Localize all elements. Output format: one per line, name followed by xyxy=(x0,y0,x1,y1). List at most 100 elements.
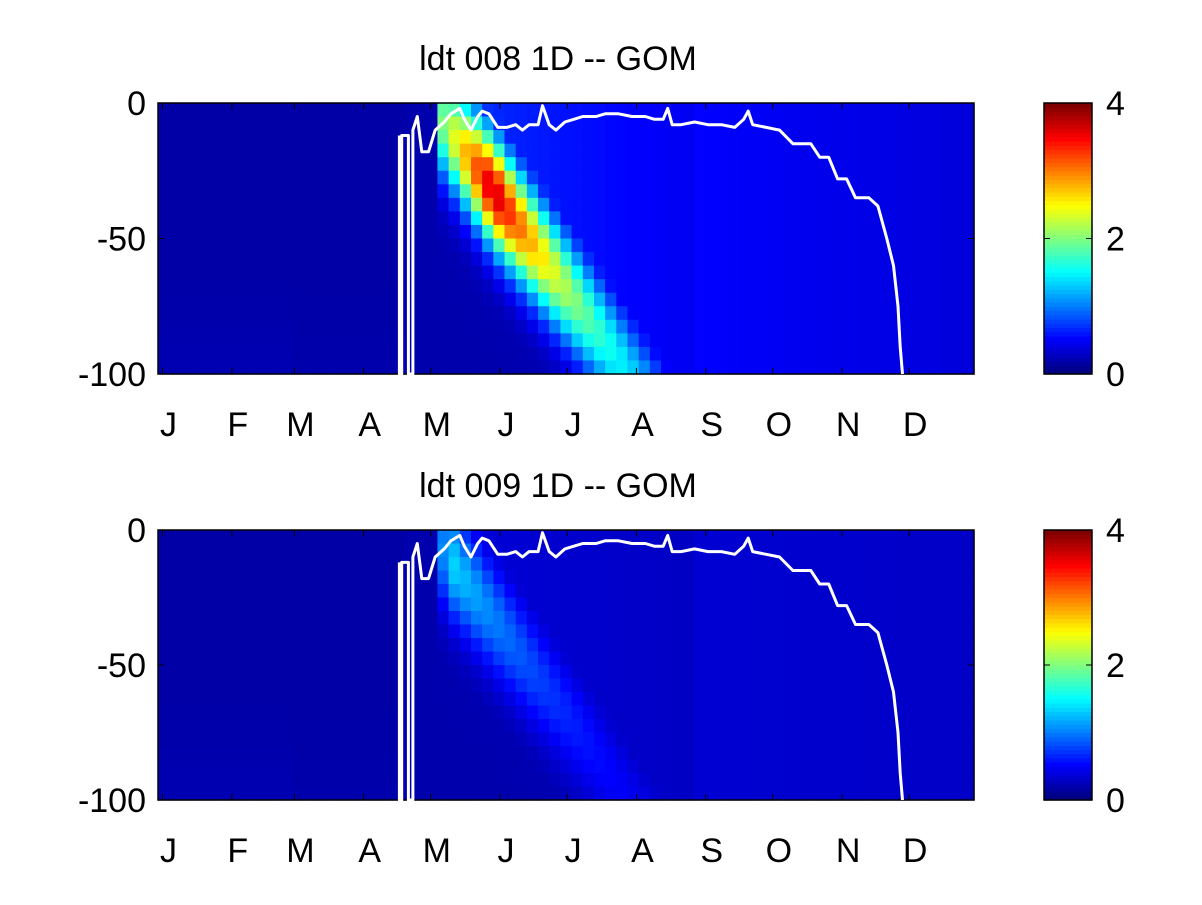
heatmap-cell xyxy=(158,211,170,226)
heatmap-cell xyxy=(381,306,394,321)
heatmap-cell xyxy=(940,651,953,666)
heatmap-cell xyxy=(292,170,304,185)
heatmap-cell xyxy=(940,638,953,653)
colorbar-step xyxy=(1044,285,1092,290)
heatmap-cell xyxy=(851,570,863,585)
heatmap-cell xyxy=(929,103,942,118)
heatmap-cell xyxy=(772,265,785,280)
heatmap-cell xyxy=(951,306,964,321)
heatmap-cell xyxy=(649,597,662,612)
heatmap-cell xyxy=(672,678,684,693)
heatmap-cell xyxy=(862,705,874,720)
heatmap-cell xyxy=(795,665,807,680)
heatmap-cell xyxy=(929,611,942,626)
heatmap-cell xyxy=(292,130,304,145)
heatmap-cell xyxy=(750,333,763,348)
heatmap-cell xyxy=(292,759,304,774)
heatmap-cell xyxy=(739,143,752,158)
colorbar-step xyxy=(1044,103,1092,108)
heatmap-cell xyxy=(828,143,841,158)
heatmap-cell xyxy=(225,678,237,693)
heatmap-cell xyxy=(493,638,506,653)
heatmap-cell xyxy=(225,306,237,321)
heatmap-cell xyxy=(158,306,170,321)
heatmap-cell xyxy=(940,719,953,734)
heatmap-cell xyxy=(783,611,796,626)
heatmap-cell xyxy=(616,692,629,707)
heatmap-cell xyxy=(962,759,975,774)
heatmap-cell xyxy=(459,773,472,788)
heatmap-cell xyxy=(828,103,841,118)
heatmap-cell xyxy=(370,116,383,131)
heatmap-cell xyxy=(918,557,930,572)
heatmap-cell xyxy=(672,719,684,734)
heatmap-cell xyxy=(940,197,953,212)
heatmap-cell xyxy=(381,197,394,212)
heatmap-cell xyxy=(459,759,472,774)
heatmap-cell xyxy=(169,543,181,558)
heatmap-cell xyxy=(795,597,807,612)
heatmap-cell xyxy=(515,130,528,145)
heatmap-cell xyxy=(504,732,517,747)
heatmap-cell xyxy=(806,719,819,734)
heatmap-cell xyxy=(649,719,662,734)
heatmap-cell xyxy=(359,252,371,267)
heatmap-cell xyxy=(616,130,629,145)
heatmap-cell xyxy=(627,732,640,747)
heatmap-cell xyxy=(672,557,684,572)
heatmap-cell xyxy=(851,265,863,280)
heatmap-cell xyxy=(504,292,517,307)
heatmap-cell xyxy=(873,197,886,212)
heatmap-cell xyxy=(191,333,204,348)
heatmap-cell xyxy=(303,611,316,626)
heatmap-cell xyxy=(236,759,249,774)
heatmap-cell xyxy=(526,360,539,375)
x-tick-label: A xyxy=(631,832,654,870)
heatmap-cell xyxy=(571,306,584,321)
heatmap-cell xyxy=(906,557,919,572)
heatmap-cell xyxy=(906,597,919,612)
heatmap-cell xyxy=(739,557,752,572)
heatmap-cell xyxy=(370,292,383,307)
colorbar-step xyxy=(1044,128,1092,134)
heatmap-cell xyxy=(772,624,785,639)
heatmap-cell xyxy=(906,143,919,158)
heatmap-cell xyxy=(225,786,237,801)
heatmap-cell xyxy=(627,211,640,226)
heatmap-cell xyxy=(470,333,483,348)
heatmap-cell xyxy=(806,678,819,693)
heatmap-cell xyxy=(280,705,293,720)
heatmap-cell xyxy=(280,224,293,240)
heatmap-cell xyxy=(448,224,461,240)
heatmap-cell xyxy=(314,346,327,362)
heatmap-cell xyxy=(918,678,930,693)
heatmap-cell xyxy=(605,692,617,707)
heatmap-cell xyxy=(694,197,707,212)
heatmap-cell xyxy=(716,184,729,199)
heatmap-cell xyxy=(839,360,852,375)
heatmap-cell xyxy=(526,197,539,212)
heatmap-cell xyxy=(538,170,550,185)
heatmap-cell xyxy=(470,530,483,545)
heatmap-cell xyxy=(873,773,886,788)
heatmap-cell xyxy=(470,692,483,707)
heatmap-cell xyxy=(381,143,394,158)
heatmap-cell xyxy=(750,597,763,612)
heatmap-cell xyxy=(716,597,729,612)
heatmap-cell xyxy=(906,692,919,707)
heatmap-cell xyxy=(470,360,483,375)
heatmap-cell xyxy=(325,597,338,612)
heatmap-cell xyxy=(918,543,930,558)
heatmap-cell xyxy=(292,719,304,734)
colorbar-step xyxy=(1044,698,1092,704)
colorbar-step xyxy=(1044,230,1092,235)
heatmap-cell xyxy=(772,584,785,599)
heatmap-cell xyxy=(280,333,293,348)
heatmap-cell xyxy=(761,238,774,253)
heatmap-cell xyxy=(884,197,897,212)
heatmap-cell xyxy=(314,197,327,212)
heatmap-cell xyxy=(202,211,215,226)
heatmap-cell xyxy=(482,705,494,720)
heatmap-cell xyxy=(280,279,293,294)
